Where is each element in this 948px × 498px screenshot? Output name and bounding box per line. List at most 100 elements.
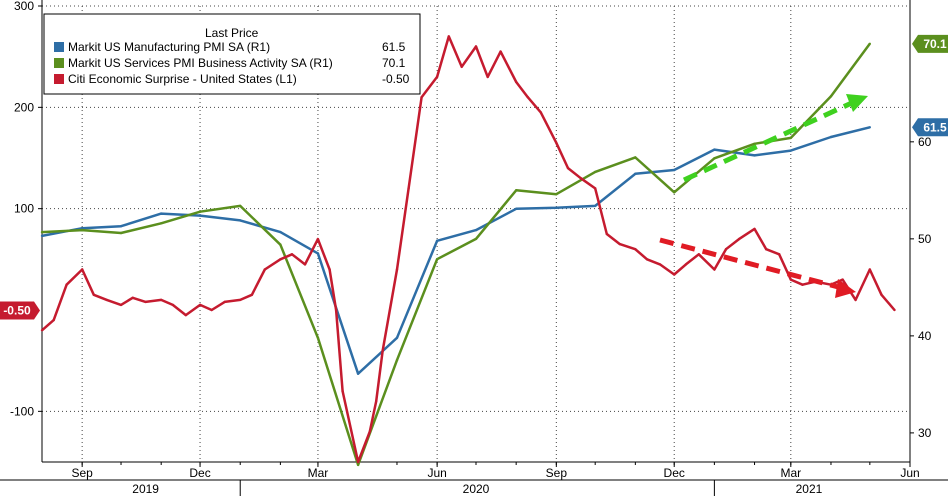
x-axis-ticks: Sep Dec Mar Jun Sep Dec Mar Jun 2019 2020 2021 bbox=[71, 462, 920, 496]
series-point-2 bbox=[579, 177, 583, 180]
series-line-0 bbox=[41, 126, 871, 375]
series-point-2 bbox=[486, 75, 489, 79]
series-point-1 bbox=[868, 42, 871, 45]
series-point-0 bbox=[868, 126, 871, 129]
series-point-0 bbox=[673, 168, 676, 172]
series-point-2 bbox=[341, 389, 344, 393]
series-point-0 bbox=[356, 372, 360, 375]
series-point-1 bbox=[279, 243, 282, 246]
series-point-2 bbox=[841, 278, 844, 281]
series-line-1 bbox=[41, 43, 871, 467]
x-tick-label: Mar bbox=[308, 466, 329, 480]
legend-header: Last Price bbox=[205, 26, 259, 40]
series-point-2 bbox=[368, 430, 371, 433]
series-point-2 bbox=[171, 303, 174, 307]
series-point-1 bbox=[673, 191, 676, 194]
left-tick-label: -100 bbox=[10, 404, 34, 418]
series-point-2 bbox=[697, 253, 700, 256]
series-point-2 bbox=[92, 293, 96, 296]
series-point-1 bbox=[713, 157, 716, 160]
series-point-2 bbox=[594, 187, 597, 190]
series-point-2 bbox=[618, 242, 621, 246]
right-tick-label: 60 bbox=[918, 135, 932, 149]
series-point-2 bbox=[893, 308, 896, 312]
trend-arrows bbox=[659, 94, 868, 298]
series-point-2 bbox=[499, 50, 502, 53]
series-point-0 bbox=[279, 230, 282, 234]
series-point-2 bbox=[144, 300, 147, 304]
series-point-1 bbox=[356, 463, 360, 467]
series-point-2 bbox=[868, 268, 871, 271]
series-point-2 bbox=[375, 400, 378, 403]
red-arrow-head bbox=[835, 279, 856, 298]
series-point-2 bbox=[789, 278, 792, 281]
series-point-0 bbox=[515, 207, 518, 210]
badge-text-1: 61.5 bbox=[923, 120, 947, 134]
series-point-0 bbox=[40, 234, 44, 238]
series-point-1 bbox=[198, 210, 202, 213]
series-point-2 bbox=[105, 298, 109, 302]
series-point-0 bbox=[713, 148, 716, 151]
series-point-2 bbox=[184, 313, 187, 317]
series-point-2 bbox=[539, 111, 542, 114]
series-point-2 bbox=[460, 65, 463, 69]
series-point-0 bbox=[594, 204, 597, 208]
green-trend-arrow bbox=[682, 98, 858, 183]
series-point-0 bbox=[81, 227, 84, 230]
series-point-2 bbox=[381, 349, 384, 352]
green-arrow-head bbox=[846, 94, 868, 112]
series-point-2 bbox=[673, 273, 676, 276]
series-point-2 bbox=[356, 460, 360, 464]
legend-label-manufacturing: Markit US Manufacturing PMI SA (R1) bbox=[68, 40, 270, 54]
badge-2 bbox=[0, 301, 40, 320]
series-point-2 bbox=[420, 96, 423, 99]
year-label: 2021 bbox=[796, 482, 823, 496]
series-point-2 bbox=[210, 308, 213, 312]
x-tick-label: Sep bbox=[546, 466, 568, 480]
series-point-2 bbox=[407, 187, 410, 190]
series-point-1 bbox=[829, 95, 833, 98]
series-point-2 bbox=[753, 227, 756, 231]
series-point-1 bbox=[789, 136, 792, 140]
series-point-2 bbox=[65, 283, 68, 286]
series-point-2 bbox=[223, 300, 226, 304]
legend-label-services: Markit US Services PMI Business Activity… bbox=[68, 56, 333, 70]
series-point-0 bbox=[435, 239, 439, 242]
legend-label-citi: Citi Economic Surprise - United States (… bbox=[68, 72, 297, 86]
series-point-2 bbox=[526, 96, 529, 99]
series-point-2 bbox=[737, 237, 741, 241]
series-point-2 bbox=[131, 296, 134, 299]
series-point-2 bbox=[645, 258, 649, 261]
series-point-2 bbox=[634, 248, 637, 251]
series-point-0 bbox=[160, 212, 163, 215]
series-point-2 bbox=[52, 318, 55, 322]
series-point-2 bbox=[765, 248, 768, 251]
series-point-2 bbox=[880, 293, 883, 296]
x-tick-label: Jun bbox=[900, 466, 919, 480]
right-tick-label: 40 bbox=[918, 329, 932, 343]
badge-1 bbox=[912, 118, 948, 137]
series-point-0 bbox=[474, 228, 478, 232]
badge-text-2: -0.50 bbox=[3, 304, 31, 318]
series-point-0 bbox=[239, 219, 242, 222]
legend-swatch-manufacturing bbox=[54, 42, 64, 52]
series-lines bbox=[40, 35, 896, 467]
right-tick-label: 50 bbox=[918, 232, 932, 246]
legend-swatch-services bbox=[54, 58, 64, 68]
series-point-1 bbox=[555, 193, 558, 196]
series-point-2 bbox=[724, 248, 728, 251]
series-point-2 bbox=[303, 263, 307, 266]
series-point-0 bbox=[316, 252, 320, 255]
series-point-1 bbox=[119, 231, 123, 235]
series-point-2 bbox=[605, 232, 608, 236]
series-point-2 bbox=[290, 253, 294, 256]
x-tick-label: Dec bbox=[189, 466, 210, 480]
series-point-2 bbox=[684, 263, 688, 266]
series-point-0 bbox=[634, 172, 637, 175]
series-point-2 bbox=[279, 258, 282, 261]
series-point-2 bbox=[81, 268, 84, 271]
series-point-2 bbox=[239, 298, 242, 302]
series-point-2 bbox=[250, 293, 254, 296]
series-point-1 bbox=[239, 204, 242, 208]
series-point-2 bbox=[566, 166, 570, 170]
